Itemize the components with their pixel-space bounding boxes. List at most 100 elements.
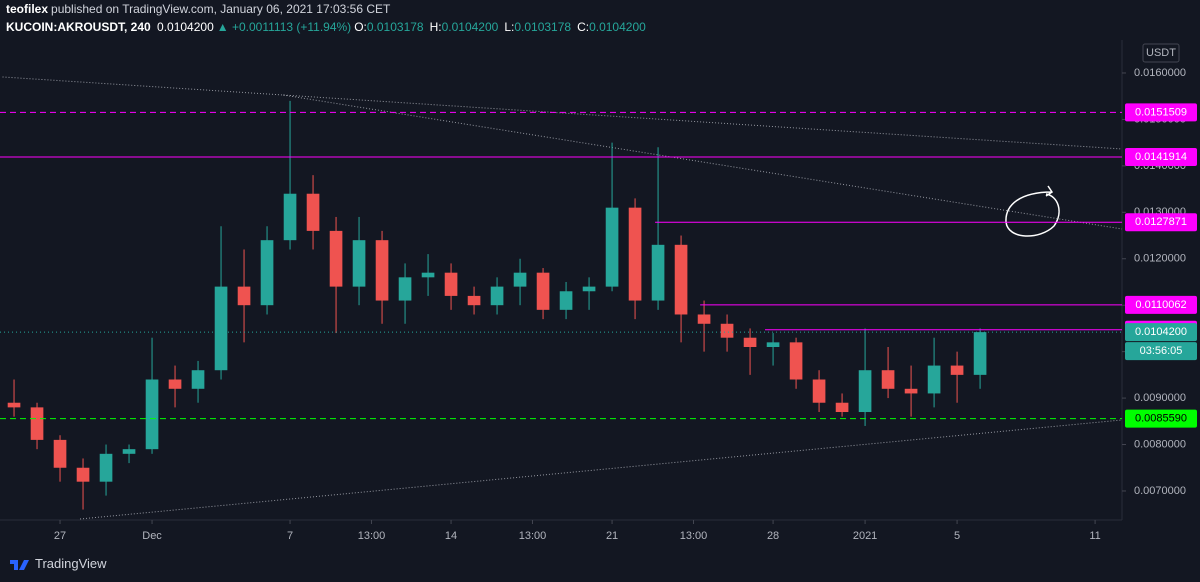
y-tick-label: 0.0160000 xyxy=(1134,67,1186,79)
x-tick-label: 2021 xyxy=(853,530,877,542)
candle-body xyxy=(76,467,90,482)
candle-body xyxy=(582,286,596,292)
published: published on TradingView.com, January 06… xyxy=(51,2,391,16)
price-label: 0.0104200 xyxy=(1135,326,1187,338)
ohlc-label: H: xyxy=(429,20,442,34)
publish-line: teofilex published on TradingView.com, Ja… xyxy=(6,2,393,16)
countdown-box xyxy=(1125,342,1197,361)
x-tick-label: 13:00 xyxy=(519,530,547,542)
ohlc-value: 0.0104200 xyxy=(589,20,646,34)
candle-body xyxy=(145,379,159,450)
candle-body xyxy=(30,407,44,440)
candle-body xyxy=(490,286,504,306)
ohlc-label: O: xyxy=(354,20,367,34)
candle-body xyxy=(835,402,849,413)
candle-body xyxy=(237,286,251,306)
candle-body xyxy=(375,240,389,301)
price-label: 0.0151509 xyxy=(1135,106,1187,118)
candle-body xyxy=(766,342,780,347)
currency-box xyxy=(1142,43,1180,63)
x-tick-label: Dec xyxy=(142,530,162,542)
trendline xyxy=(79,419,1123,520)
ohlc-value: 0.0104200 xyxy=(441,20,499,34)
x-tick-label: 5 xyxy=(954,530,960,542)
change: ▲ +0.0011113 (+11.94%) xyxy=(216,20,352,34)
candle-body xyxy=(398,277,412,301)
candle-body xyxy=(191,370,205,389)
candle-body xyxy=(812,379,826,403)
hand-drawn-circle xyxy=(1005,185,1060,237)
x-tick-label: 21 xyxy=(606,530,618,542)
candle-body xyxy=(904,388,918,394)
price-label-box xyxy=(1125,147,1197,166)
price-axis xyxy=(1122,40,1200,548)
price-label: 0.0127871 xyxy=(1135,216,1187,228)
candle-body xyxy=(168,379,182,389)
candle-body xyxy=(53,439,67,468)
chart: 0.00700000.00800000.00900000.01000000.01… xyxy=(0,40,1200,548)
ohlc-value: 0.0103178 xyxy=(366,20,424,34)
candle-body xyxy=(651,244,665,301)
y-tick-label: 0.0090000 xyxy=(1134,392,1186,404)
price-label: 0.0110062 xyxy=(1135,299,1186,311)
price-label-box xyxy=(1125,103,1197,122)
y-tick-label: 0.0080000 xyxy=(1134,438,1186,450)
x-tick-label: 28 xyxy=(767,530,779,542)
candle-body xyxy=(674,244,688,315)
last-price: 0.0104200 xyxy=(157,20,214,34)
ohlc-value: 0.0103178 xyxy=(514,20,572,34)
candle-body xyxy=(789,342,803,380)
candle-body xyxy=(743,337,757,347)
price-label-box xyxy=(1125,213,1197,232)
x-tick-label: 11 xyxy=(1089,530,1100,542)
candle-body xyxy=(605,207,619,287)
symbol: KUCOIN:AKROUSDT, 240 xyxy=(6,20,151,34)
candle-body xyxy=(697,314,711,324)
x-tick-label: 14 xyxy=(445,530,457,542)
x-tick-label: 13:00 xyxy=(680,530,708,542)
x-tick-label: 13:00 xyxy=(358,530,386,542)
candle-body xyxy=(260,240,274,306)
candle-body xyxy=(628,207,642,301)
trendline xyxy=(283,94,1123,230)
candle-body xyxy=(950,365,964,375)
ohlc: O:0.0103178 H:0.0104200 L:0.0103178 C:0.010… xyxy=(354,20,652,34)
candle-body xyxy=(513,272,527,287)
x-tick-label: 7 xyxy=(287,530,293,542)
candle-body xyxy=(973,332,987,375)
candle-body xyxy=(536,272,550,310)
candle-body xyxy=(720,323,734,338)
x-tick-label: 27 xyxy=(54,530,66,542)
candle-body xyxy=(421,272,435,278)
candle-body xyxy=(214,286,228,371)
candle-body xyxy=(559,291,573,310)
ohlc-label: L: xyxy=(504,20,515,34)
candle-body xyxy=(329,230,343,287)
price-label-box xyxy=(1125,323,1197,342)
y-tick-label: 0.0120000 xyxy=(1134,253,1186,265)
footer: TradingView xyxy=(10,556,107,571)
candle-body xyxy=(352,240,366,287)
candle-body xyxy=(858,370,872,413)
candle-body xyxy=(283,193,297,241)
symbol-line: KUCOIN:AKROUSDT, 240 0.0104200 ▲ +0.00111… xyxy=(6,20,655,34)
candle-body xyxy=(927,365,941,394)
currency: USDT xyxy=(1146,47,1176,59)
price-label-box xyxy=(1125,295,1197,314)
candle-body xyxy=(467,295,481,306)
y-tick-label: 0.0070000 xyxy=(1134,485,1186,497)
candle-body xyxy=(444,272,458,296)
author: teofilex xyxy=(6,2,49,16)
candle-body xyxy=(306,193,320,231)
candle-body xyxy=(881,370,895,389)
brand: TradingView xyxy=(35,556,107,571)
price-label: 0.0141914 xyxy=(1135,151,1187,163)
candle-body xyxy=(122,449,136,454)
price-label: 0.0085590 xyxy=(1135,412,1187,424)
candle-body xyxy=(7,402,21,408)
countdown: 03:56:05 xyxy=(1140,345,1183,357)
logo xyxy=(10,559,29,570)
trendline xyxy=(2,76,1123,150)
price-label-box xyxy=(1125,409,1197,428)
